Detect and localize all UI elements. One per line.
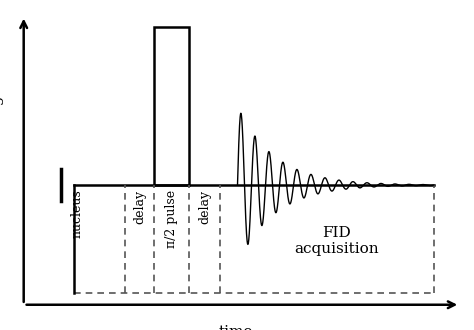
Text: π/2 pulse: π/2 pulse [165, 190, 178, 248]
Text: delay: delay [133, 190, 146, 224]
Text: Voltage: Voltage [0, 86, 4, 144]
Text: nucleus: nucleus [70, 190, 83, 239]
Text: time: time [218, 325, 253, 330]
Text: delay: delay [198, 190, 211, 224]
Text: FID
acquisition: FID acquisition [294, 226, 379, 256]
